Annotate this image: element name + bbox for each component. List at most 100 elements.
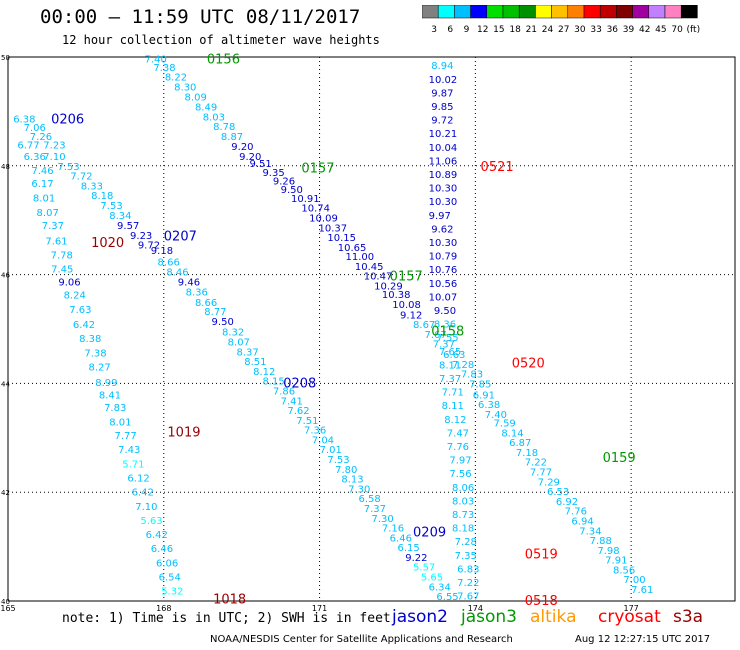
- wave-height-value: 8.51: [244, 357, 266, 368]
- wave-height-value: 6.17: [31, 179, 53, 190]
- wave-height-value: 5.65: [421, 573, 443, 584]
- wave-height-value: 10.65: [338, 243, 367, 254]
- wave-height-value: 7.53: [327, 455, 349, 466]
- wave-height-value: 8.12: [253, 367, 275, 378]
- wave-height-value: 8.07: [37, 208, 59, 219]
- wave-height-value: 7.62: [287, 406, 309, 417]
- color-scale-bar: 3 6 9 12 15 18 21 24 27 30 33 36 39 42 45 70 (ft): [422, 5, 701, 35]
- wave-height-value: 8.73: [452, 510, 474, 521]
- wave-height-value: 10.76: [429, 265, 458, 276]
- wave-height-value: 10.38: [382, 290, 411, 301]
- x-tick-label: 171: [312, 604, 327, 613]
- wave-height-value: 7.10: [135, 502, 157, 513]
- x-tick-label: 165: [0, 604, 15, 613]
- wave-height-value: 6.38: [478, 400, 500, 411]
- wave-height-value: 9.46: [178, 278, 200, 289]
- wave-height-value: 6.91: [473, 390, 495, 401]
- wave-height-value: 8.03: [203, 112, 225, 123]
- wave-height-value: 10.30: [429, 197, 458, 208]
- wave-height-value: 10.29: [374, 281, 403, 292]
- wave-height-value: 8.78: [213, 122, 235, 133]
- wave-height-value: 7.86: [273, 386, 295, 397]
- wave-height-value: 10.04: [429, 143, 458, 154]
- colorbar-label: (ft): [687, 25, 701, 35]
- wave-height-value: 7.30: [372, 514, 394, 525]
- wave-height-value: 8.37: [236, 347, 258, 358]
- wave-height-value: 9.97: [429, 211, 451, 222]
- wave-height-value: 7.76: [447, 442, 469, 453]
- wave-height-value: 7.06: [24, 123, 46, 134]
- wave-height-value: 9.50: [434, 306, 456, 317]
- wave-height-value: 7.85: [469, 379, 491, 390]
- wave-height-value: 10.91: [291, 194, 320, 205]
- wave-height-value: 6.63: [443, 350, 465, 361]
- wave-height-value: 7.40: [485, 410, 507, 421]
- wave-height-value: 6.15: [397, 543, 419, 554]
- wave-height-value: 8.18: [91, 191, 113, 202]
- wave-height-value: 11.06: [429, 156, 458, 167]
- footer-timestamp: Aug 12 12:27:15 UTC 2017: [575, 634, 711, 645]
- wave-height-value: 6.54: [159, 573, 181, 584]
- wave-height-value: 9.85: [431, 102, 453, 113]
- wave-height-value: 7.91: [605, 556, 627, 567]
- wave-height-value: 7.63: [69, 305, 91, 316]
- wave-height-value: 7.00: [623, 575, 645, 586]
- wave-height-value: 7.61: [631, 585, 653, 596]
- wave-height-value: 9.18: [151, 246, 173, 257]
- wave-height-value: 6.92: [556, 497, 578, 508]
- page-subtitle: 12 hour collection of altimeter wave hei…: [62, 33, 380, 47]
- wave-height-value: 7.65: [439, 347, 461, 358]
- pass-time-label: 0209: [413, 525, 446, 540]
- pass-time-label: 1018: [213, 592, 246, 607]
- wave-height-value: 7.23: [43, 141, 65, 152]
- wave-height-value: 6.42: [146, 530, 168, 541]
- wave-height-value: 8.12: [444, 415, 466, 426]
- wave-height-value: 7.77: [114, 431, 136, 442]
- y-tick-label: 48: [1, 163, 10, 171]
- wave-height-value: 8.11: [442, 401, 464, 412]
- wave-height-value: 7.77: [530, 468, 552, 479]
- wave-height-value: 8.03: [452, 496, 474, 507]
- colorbar-label: 33: [590, 25, 601, 35]
- wave-height-value: 9.35: [262, 168, 284, 179]
- pass-time-label: 0519: [525, 548, 558, 563]
- wave-height-value: 7.72: [70, 172, 92, 183]
- pass-time-label: 0157: [301, 161, 334, 176]
- wave-height-value: 7.35: [455, 551, 477, 562]
- wave-height-value: 8.22: [165, 73, 187, 84]
- wave-height-value: 9.20: [239, 152, 261, 163]
- wave-height-value: 8.77: [204, 307, 226, 318]
- colorbar-label: 30: [574, 25, 586, 35]
- y-tick-label: 44: [1, 380, 10, 388]
- wave-height-value: 8.07: [228, 338, 250, 349]
- x-tick-label: 177: [624, 604, 639, 613]
- colorbar-label: 24: [542, 25, 554, 35]
- wave-height-value: 7.16: [382, 524, 404, 535]
- wave-height-value: 7.41: [281, 396, 303, 407]
- wave-height-value: 7.36: [304, 426, 326, 437]
- wave-height-value: 7.04: [312, 435, 334, 446]
- pass-time-label: 0518: [525, 594, 558, 609]
- wave-height-value: 7.46: [31, 166, 53, 177]
- pass-time-label: 0156: [207, 53, 240, 68]
- legend-cryosat: cryosat: [598, 607, 661, 627]
- x-tick-label: 168: [156, 604, 171, 613]
- wave-height-value: 9.20: [231, 142, 253, 153]
- wave-height-value: 10.45: [355, 262, 384, 273]
- wave-height-value: 10.21: [429, 129, 458, 140]
- wave-height-value: 10.37: [319, 223, 348, 234]
- wave-height-value: 10.74: [301, 204, 330, 215]
- wave-height-value: 8.32: [222, 328, 244, 339]
- wave-height-value: 7.88: [590, 536, 612, 547]
- plot-frame: [7, 56, 736, 602]
- pass-time-label: 1020: [91, 236, 124, 251]
- wave-height-value: 9.62: [431, 224, 453, 235]
- colorbar-label: 27: [558, 25, 569, 35]
- pass-time-label: 0207: [164, 229, 197, 244]
- wave-height-value: 7.76: [565, 507, 587, 518]
- colorbar-label: 21: [526, 25, 537, 35]
- colorbar-label: 45: [655, 25, 666, 35]
- wave-height-value: 7.78: [51, 250, 73, 261]
- wave-height-value: 8.36: [186, 287, 208, 298]
- wave-height-value: 10.15: [327, 233, 356, 244]
